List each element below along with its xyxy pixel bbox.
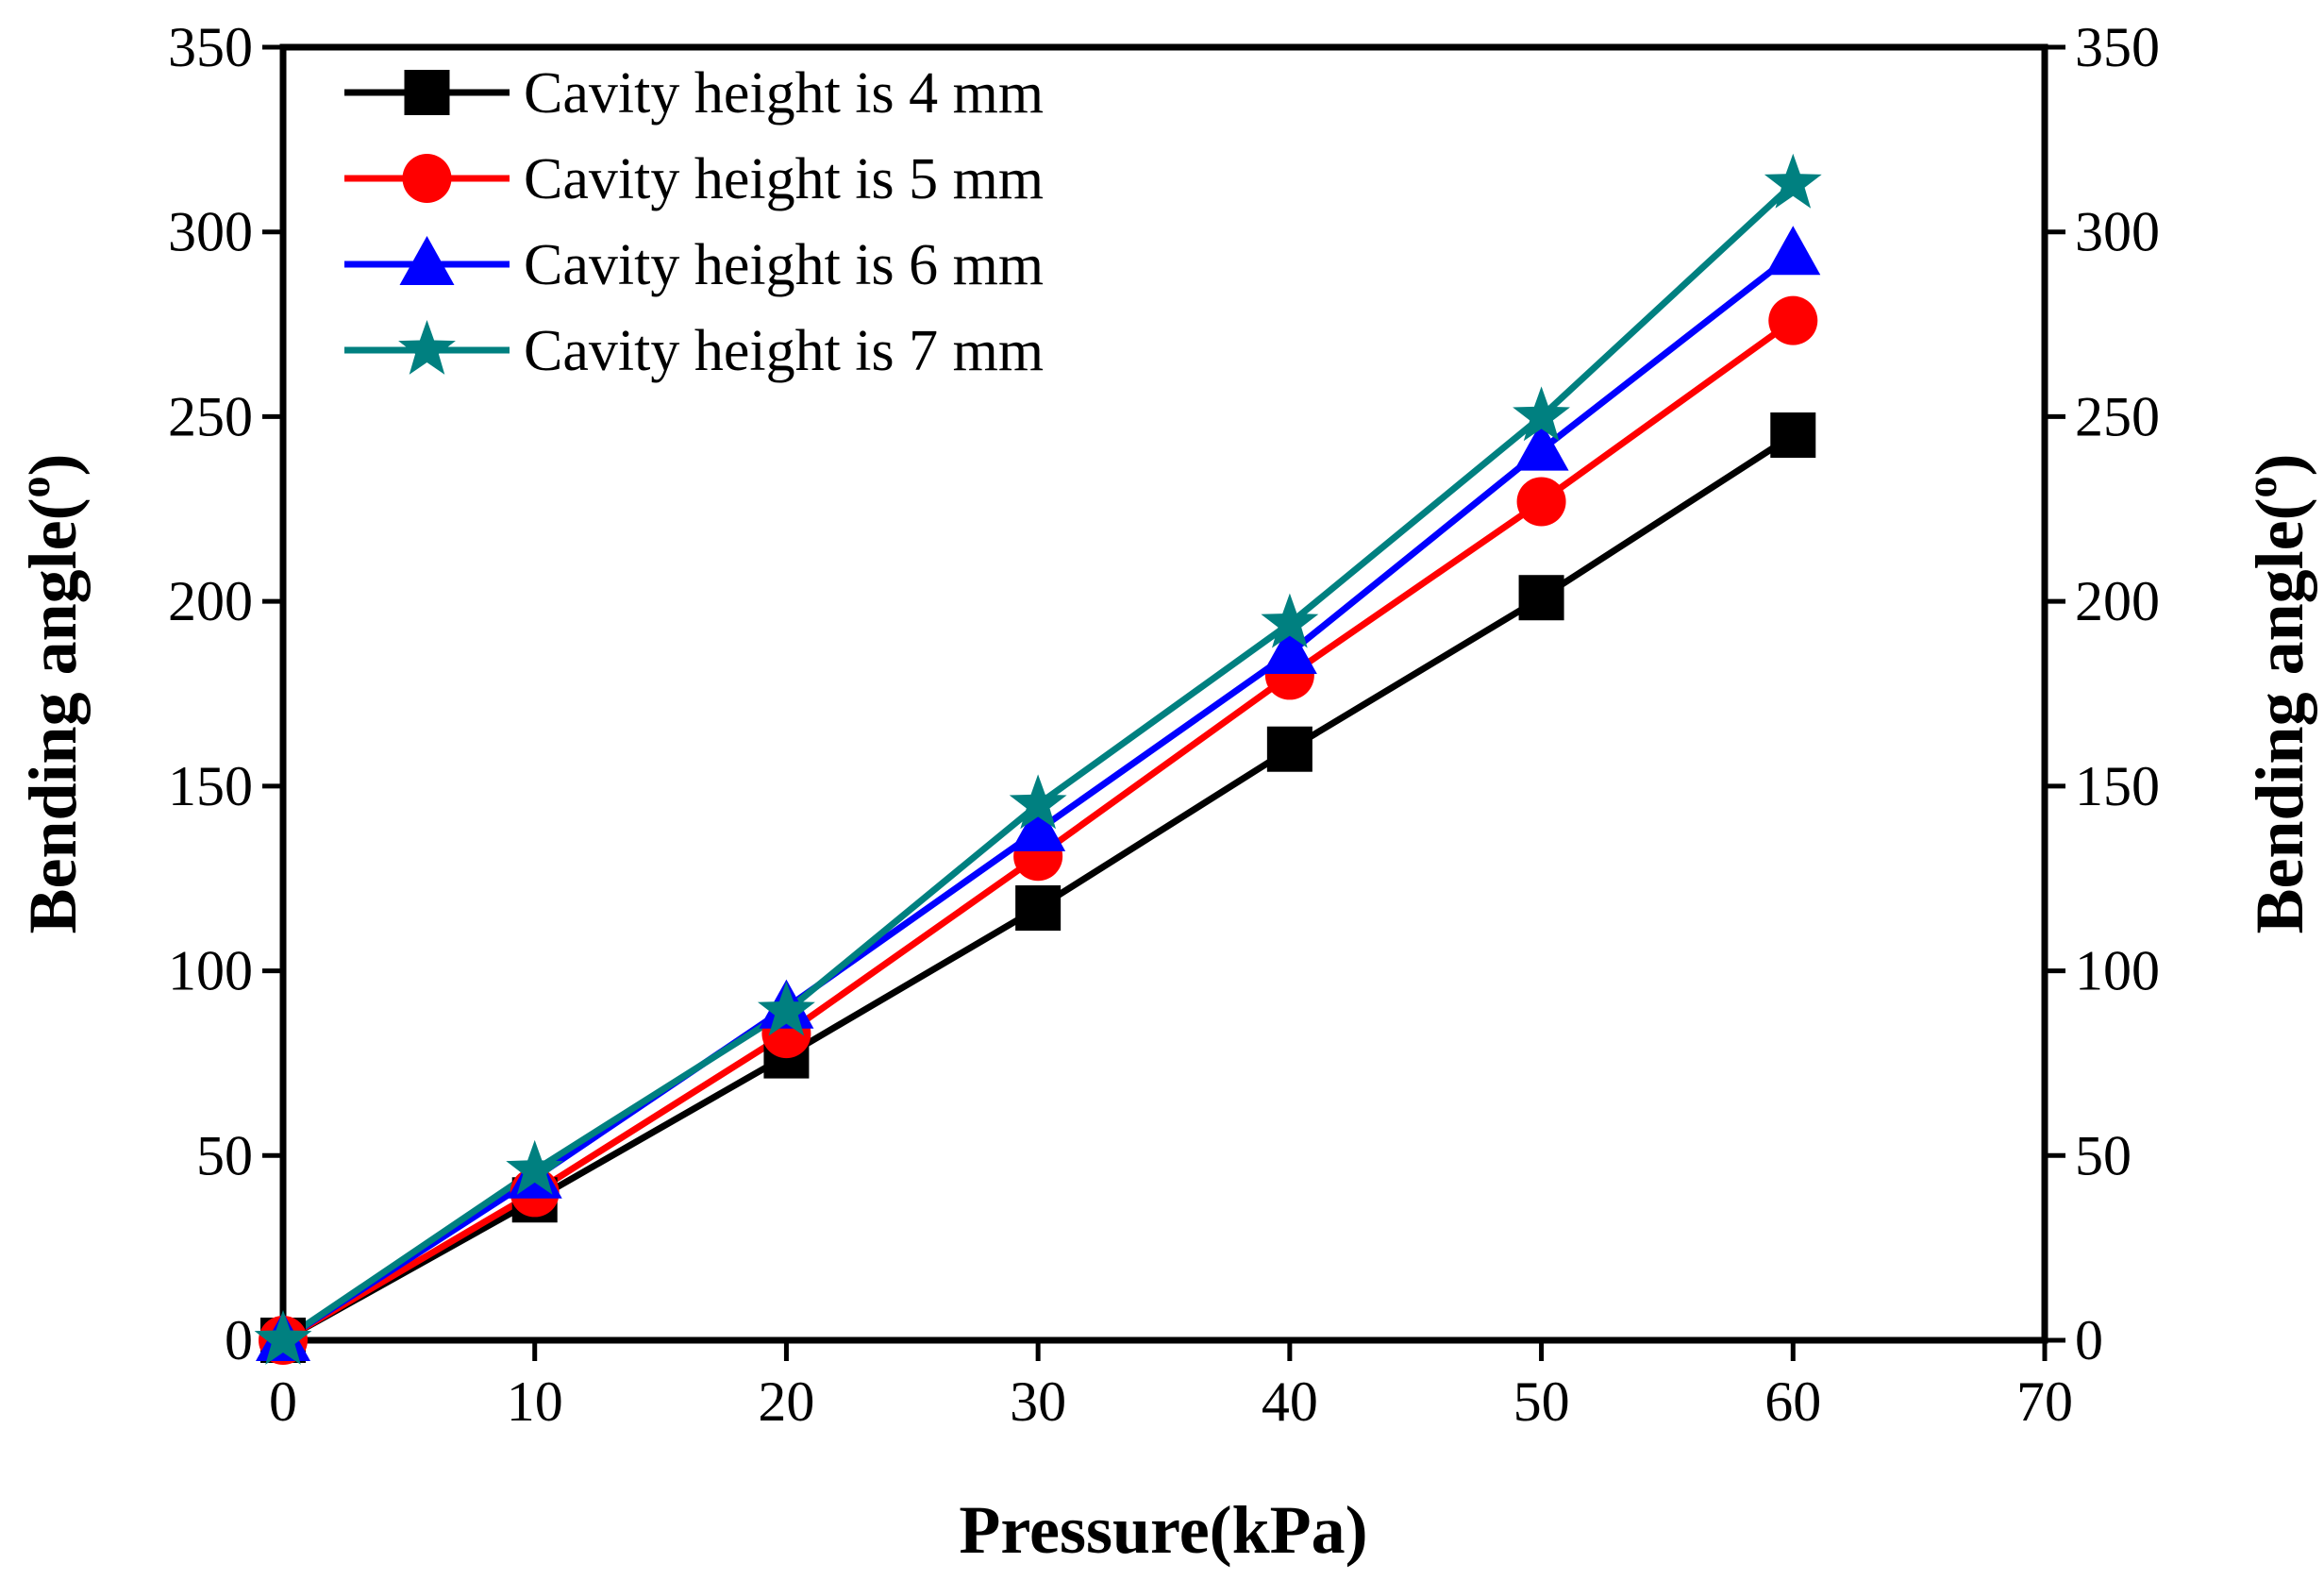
y2-tick-label: 100 [2075, 940, 2160, 1002]
x-tick-label: 30 [1010, 1370, 1066, 1433]
data-point-series-4 [1513, 386, 1570, 442]
x-tick-label: 50 [1513, 1370, 1570, 1433]
data-point-series-2 [1516, 477, 1566, 527]
y2-tick-label: 300 [2075, 201, 2160, 263]
y2-axis-title-sup: o [2237, 476, 2285, 497]
data-point-series-4 [1009, 774, 1067, 830]
legend-marker-1 [404, 70, 450, 115]
y2-tick-label: 0 [2075, 1309, 2103, 1371]
legend-label-1: Cavity height is 4 mm [524, 61, 1044, 126]
data-point-series-3 [1011, 801, 1066, 851]
y2-axis-title-main: Bending angle( [2242, 497, 2317, 933]
x-tick-label: 40 [1262, 1370, 1318, 1433]
y-tick-label: 100 [168, 940, 253, 1002]
y2-tick-label: 150 [2075, 755, 2160, 817]
data-point-series-2 [1768, 295, 1818, 345]
data-point-series-1 [1770, 412, 1816, 458]
legend: Cavity height is 4 mm Cavity height is 5 … [344, 61, 1044, 383]
data-point-series-4 [758, 981, 815, 1036]
x-axis-title: Pressure(kPa) [959, 1492, 1367, 1568]
y-axis-title-main: Bending angle( [15, 497, 91, 933]
plot-frame [279, 43, 2048, 1344]
data-point-series-1 [1266, 726, 1312, 772]
legend-label-4: Cavity height is 7 mm [524, 319, 1044, 383]
data-point-series-4 [254, 1310, 312, 1365]
x-tick-label: 70 [2016, 1370, 2073, 1433]
y-axis-title: Bending angle(o) [10, 453, 91, 933]
data-point-series-3 [1765, 226, 1821, 276]
data-point-series-4 [506, 1139, 564, 1195]
data-point-series-1 [1518, 575, 1564, 621]
y2-tick-label: 250 [2075, 385, 2160, 447]
y-tick-label: 350 [168, 16, 253, 78]
x-tick-label: 0 [269, 1370, 297, 1433]
y-tick-label: 0 [225, 1309, 253, 1371]
data-point-series-1 [1015, 885, 1062, 932]
series-markers [254, 153, 1822, 1365]
y2-tick-label: 350 [2075, 16, 2160, 78]
legend-label-3: Cavity height is 6 mm [524, 233, 1044, 297]
y-tick-label: 250 [168, 385, 253, 447]
y2-tick-label: 50 [2075, 1124, 2132, 1186]
data-point-series-3 [1262, 624, 1317, 674]
legend-marker-2 [402, 154, 452, 203]
legend-marker-4 [398, 320, 456, 375]
y2-tick-label: 200 [2075, 570, 2160, 632]
y2-axis-title: Bending angle(o) [2237, 453, 2317, 933]
legend-marker-3 [399, 236, 455, 285]
data-point-series-3 [1513, 421, 1569, 471]
x-tick-label: 20 [758, 1370, 814, 1433]
y-tick-label: 300 [168, 201, 253, 263]
axis-ticks [262, 44, 2065, 1361]
y-tick-label: 200 [168, 570, 253, 632]
y-axis-title-sup: o [10, 476, 59, 497]
data-point-series-4 [1764, 153, 1822, 209]
x-tick-label: 60 [1764, 1370, 1821, 1433]
legend-label-2: Cavity height is 5 mm [524, 147, 1044, 211]
data-point-series-4 [1261, 593, 1319, 648]
x-tick-label: 10 [507, 1370, 563, 1433]
y2-axis-title-close: ) [2242, 453, 2317, 476]
y-tick-label: 50 [196, 1124, 253, 1186]
y-tick-label: 150 [168, 755, 253, 817]
y-axis-title-close: ) [15, 453, 91, 476]
